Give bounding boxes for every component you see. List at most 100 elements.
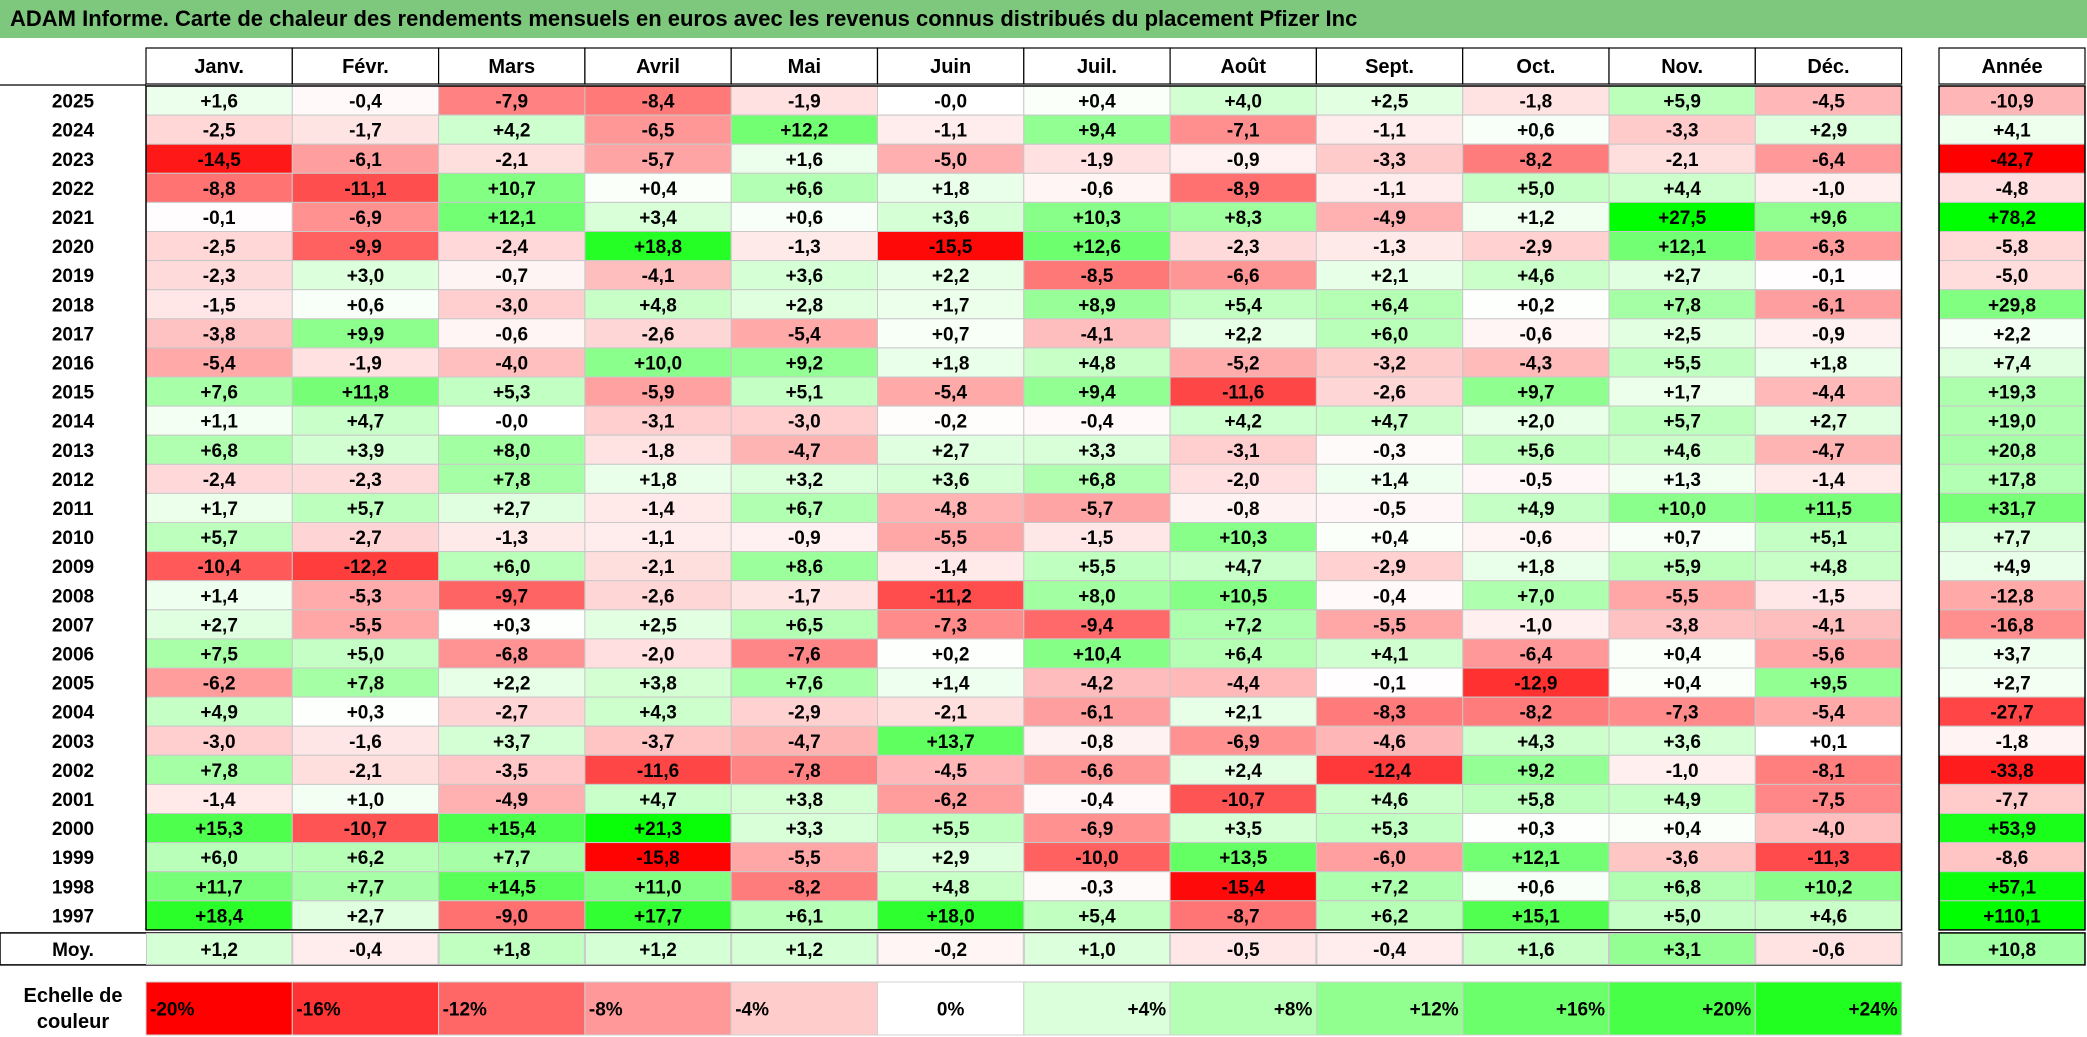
cell-value: -3,7 xyxy=(642,732,675,753)
cell-value: -12,4 xyxy=(1368,761,1412,782)
heatmap-cell xyxy=(291,231,440,262)
cell-value: +2,9 xyxy=(932,848,970,869)
cell-value: -7,3 xyxy=(1666,703,1699,724)
cell-value: -10,4 xyxy=(197,557,241,578)
cell-value: +3,6 xyxy=(786,266,824,287)
heatmap-cell xyxy=(1608,609,1756,640)
cell-value: -5,7 xyxy=(642,150,675,171)
cell-value: +7,8 xyxy=(1663,295,1701,316)
cell-value: +4,6 xyxy=(1517,266,1555,287)
month-header-label: Sept. xyxy=(1365,56,1414,78)
cell-value: -1,1 xyxy=(1373,121,1406,142)
cell-value: -4,5 xyxy=(1812,92,1845,113)
cell-value: -15,8 xyxy=(636,848,679,869)
heatmap-grid: Janv. Févr. Mars Avril Mai Juin Juil. Août Sept.… xyxy=(0,47,1903,966)
heatmap-cell xyxy=(877,842,1025,873)
cell-value: +15,1 xyxy=(1512,906,1561,927)
cell-value: +6,4 xyxy=(1371,295,1409,316)
heatmap-cell xyxy=(1315,434,1464,465)
heatmap-cell xyxy=(145,405,293,436)
cell-value: +7,7 xyxy=(347,877,385,898)
cell-value: +10,4 xyxy=(1073,644,1122,665)
heatmap-cell xyxy=(1315,347,1464,378)
cell-value: +8,0 xyxy=(493,441,531,462)
heatmap-cell xyxy=(584,347,732,378)
cell-value: -6,4 xyxy=(1519,644,1552,665)
cell-value: +4,7 xyxy=(347,412,385,433)
cell-value: -0,6 xyxy=(1519,528,1552,549)
cell-value: +1,3 xyxy=(1663,470,1701,491)
heatmap-cell xyxy=(1023,783,1171,815)
year-label: 2011 xyxy=(52,499,94,520)
heatmap-cell xyxy=(145,492,293,523)
cell-value: -0,4 xyxy=(1373,586,1406,607)
heatmap-cell xyxy=(1608,143,1756,174)
heatmap-cell xyxy=(1023,231,1171,262)
heatmap-cell xyxy=(438,376,586,407)
heatmap-cell xyxy=(730,172,879,203)
cell-value: +4,2 xyxy=(493,121,531,142)
cell-value: -9,0 xyxy=(495,906,528,927)
heatmap-cell xyxy=(1169,900,1317,931)
heatmap-cell xyxy=(1462,522,1610,553)
legend-label: -4% xyxy=(735,1000,769,1021)
heatmap-cell xyxy=(1608,376,1756,407)
cell-value: +4,7 xyxy=(1371,412,1409,433)
heatmap-cell xyxy=(1169,114,1317,145)
heatmap-cell xyxy=(1315,463,1464,494)
heatmap-cell xyxy=(1754,114,1903,145)
heatmap-cell xyxy=(1608,434,1756,465)
annual-cell xyxy=(1938,231,2086,262)
cell-value: -1,9 xyxy=(788,92,821,113)
month-header-label: Juil. xyxy=(1077,56,1117,78)
cell-value: -3,0 xyxy=(788,412,821,433)
heatmap-cell xyxy=(1462,347,1610,378)
cell-value: -10,7 xyxy=(344,819,387,840)
average-value: -0,4 xyxy=(349,940,382,961)
heatmap-cell xyxy=(438,434,586,465)
cell-value: -11,6 xyxy=(1222,383,1264,404)
heatmap-cell xyxy=(730,434,879,465)
cell-value: -14,5 xyxy=(197,150,241,171)
cell-value: +4,8 xyxy=(932,877,970,898)
legend-swatch xyxy=(1462,981,1610,1036)
heatmap-cell xyxy=(877,289,1025,320)
cell-value: +9,4 xyxy=(1078,121,1116,142)
cell-value: +8,6 xyxy=(786,557,824,578)
heatmap-cell xyxy=(1315,260,1464,291)
month-header-cell xyxy=(1754,47,1903,85)
year-label: 2003 xyxy=(52,732,94,753)
cell-value: +4,9 xyxy=(200,703,238,724)
heatmap-cell xyxy=(1023,551,1171,582)
heatmap-cell xyxy=(584,638,732,669)
heatmap-cell xyxy=(877,172,1025,203)
heatmap-cell xyxy=(1023,580,1171,611)
cell-value: -5,9 xyxy=(642,383,675,404)
annual-cell xyxy=(1938,813,2086,844)
cell-value: +7,8 xyxy=(347,674,385,695)
cell-value: -5,5 xyxy=(349,615,382,636)
average-value: +3,1 xyxy=(1663,940,1701,961)
heatmap-cell xyxy=(1023,376,1171,407)
heatmap-cell xyxy=(1608,347,1756,378)
heatmap-cell xyxy=(730,143,879,174)
heatmap-cell xyxy=(1023,609,1171,640)
heatmap-cell xyxy=(1462,260,1610,291)
cell-value: -9,4 xyxy=(1081,615,1114,636)
annual-value: +20,8 xyxy=(1988,441,2036,462)
cell-value: -1,7 xyxy=(349,121,382,142)
average-annual-value: +10,8 xyxy=(1988,940,2036,961)
average-value: +1,0 xyxy=(1078,940,1116,961)
average-cell xyxy=(1609,932,1756,965)
average-value: +1,2 xyxy=(639,940,677,961)
heatmap-cell xyxy=(1754,405,1903,436)
cell-value: +2,7 xyxy=(200,615,238,636)
average-value: +1,6 xyxy=(1517,940,1555,961)
cell-value: -8,8 xyxy=(203,179,236,200)
month-header-cell xyxy=(584,47,732,85)
heatmap-cell xyxy=(584,842,732,873)
month-header-label: Août xyxy=(1220,56,1266,78)
cell-value: +11,5 xyxy=(1805,499,1852,520)
month-header-label: Déc. xyxy=(1807,56,1849,78)
cell-value: +6,1 xyxy=(786,906,824,927)
